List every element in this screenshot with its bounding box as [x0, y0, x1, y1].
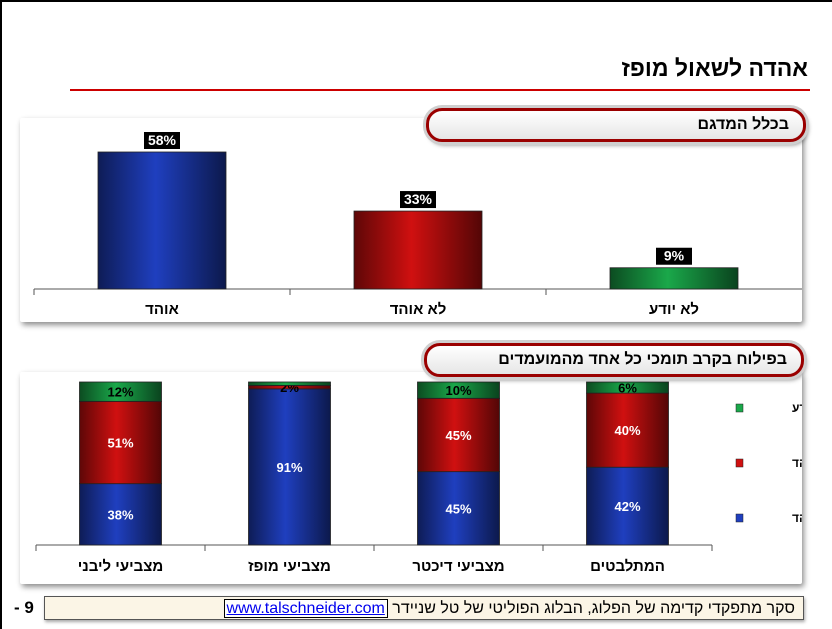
value-label: 9% — [664, 248, 685, 264]
segment-label: 12% — [107, 385, 133, 400]
segment-label: 40% — [614, 423, 640, 438]
segment-label: 6% — [618, 381, 637, 396]
slide-border-left — [0, 0, 2, 629]
value-label-bg — [400, 191, 436, 209]
page-number: - 9 — [14, 598, 34, 617]
stack-segment — [79, 381, 162, 402]
stack-segment — [417, 397, 500, 473]
overall-chart-panel: 58% אוהד 33% לא אוהד 9% לא יודע — [20, 118, 802, 322]
category-label: אוהד — [145, 301, 179, 318]
stack-segment — [417, 471, 500, 546]
footer-credit: סקר מתפקדי קדימה של הפלוג, הבלוג הפוליטי… — [44, 596, 804, 620]
segment-label: 45% — [445, 428, 471, 443]
segment-label: 45% — [445, 501, 471, 516]
segment-label: 51% — [107, 436, 133, 451]
bar-1 — [353, 210, 483, 290]
stack-segment — [248, 381, 331, 386]
stack-segment — [248, 388, 331, 546]
segment-label: 38% — [107, 507, 133, 522]
stack-segment — [586, 392, 669, 468]
breakdown-chart-title: בפילוח בקרב תומכי כל אחד מהמועמדים — [424, 343, 804, 377]
stack-segment — [417, 381, 500, 399]
segment-label: 42% — [614, 499, 640, 514]
value-label: 58% — [148, 132, 177, 148]
segment-label: 10% — [445, 383, 471, 398]
category-label: מצביעי דיכטר — [412, 558, 504, 575]
category-label: מצביעי ליבני — [78, 558, 164, 575]
category-label: לא אוהד — [390, 301, 447, 318]
segment-label: 91% — [276, 460, 302, 475]
slide-title: אהדה לשאול מופז — [621, 55, 808, 81]
stack-segment — [79, 400, 162, 485]
overall-chart-title: בכלל המדגם — [426, 108, 806, 142]
slide-border-top — [0, 0, 832, 2]
legend-label: לא אוהד — [792, 456, 802, 470]
category-label: לא יודע — [649, 301, 699, 318]
category-label: מצביעי מופז — [248, 558, 331, 575]
stack-segment — [586, 381, 669, 394]
legend-label: לא יודע — [792, 401, 802, 415]
overall-bar-chart: 58% אוהד 33% לא אוהד 9% לא יודע — [33, 132, 802, 318]
value-label-bg — [656, 247, 692, 265]
legend-label: אוהד — [792, 511, 802, 525]
footer-link[interactable]: www.talschneider.com — [223, 599, 388, 618]
value-label-bg — [144, 132, 180, 149]
bar-0 — [97, 151, 227, 290]
footer-text: סקר מתפקדי קדימה של הפלוג, הבלוג הפוליטי… — [392, 600, 795, 617]
breakdown-chart-panel: 38% 51% 12% מצביעי ליבני 91% 2% מצביעי מופז 45%… — [20, 372, 832, 584]
title-rule — [70, 89, 810, 91]
category-label: המתלבטים — [590, 558, 665, 575]
legend-swatch — [735, 513, 744, 523]
legend-swatch — [735, 403, 744, 413]
legend-swatch — [735, 458, 744, 468]
value-label: 33% — [404, 191, 433, 207]
bar-2 — [609, 267, 739, 290]
